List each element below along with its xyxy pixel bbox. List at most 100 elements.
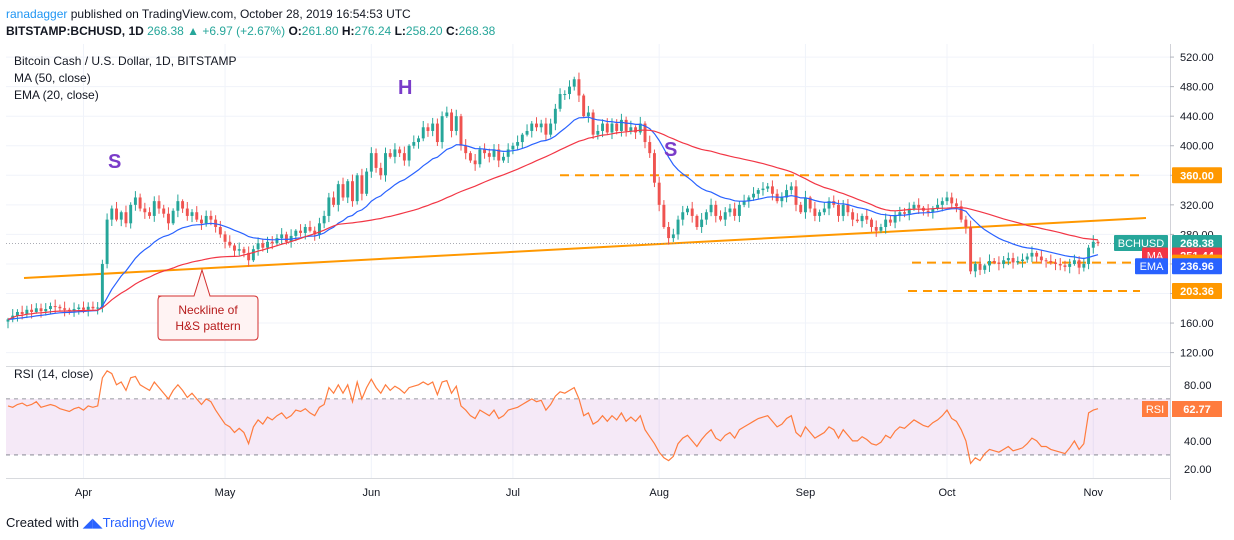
price-labels: 360.00268.38BCHUSD251.44MA241.85236.96EM… bbox=[1114, 167, 1222, 417]
candle bbox=[110, 205, 114, 227]
candle bbox=[813, 201, 817, 222]
candle bbox=[105, 213, 109, 269]
time-tick-label: Jun bbox=[362, 487, 380, 499]
candle bbox=[601, 119, 605, 138]
candle bbox=[761, 182, 765, 196]
time-axis[interactable]: Apr May Jun Jul Aug Sep Oct Nov bbox=[75, 487, 1104, 499]
callout-line-2: H&S pattern bbox=[175, 319, 240, 333]
candle bbox=[233, 243, 236, 257]
candle bbox=[435, 118, 439, 146]
candle bbox=[119, 210, 123, 227]
price-tick-label: 520.00 bbox=[1180, 52, 1214, 64]
rsi-line bbox=[7, 369, 1099, 465]
candle bbox=[209, 210, 213, 226]
candle bbox=[978, 257, 982, 276]
candle bbox=[652, 149, 656, 188]
candle bbox=[294, 229, 298, 242]
candle bbox=[72, 302, 76, 317]
candle bbox=[402, 146, 406, 166]
candle bbox=[940, 197, 944, 212]
candle bbox=[898, 206, 902, 222]
candle bbox=[733, 202, 737, 221]
candle bbox=[251, 245, 255, 263]
tradingview-brand[interactable]: TradingView bbox=[102, 515, 175, 530]
candle bbox=[619, 113, 623, 137]
candle bbox=[747, 195, 751, 208]
price-axis[interactable]: 520.00480.00440.00400.00360.00320.00280.… bbox=[1170, 52, 1214, 360]
candle bbox=[973, 261, 977, 278]
candle bbox=[421, 120, 425, 142]
candle bbox=[431, 117, 435, 137]
candle bbox=[945, 191, 949, 206]
candle bbox=[393, 143, 397, 164]
candle bbox=[44, 303, 48, 316]
footer: Created with ◢◣TradingView bbox=[6, 514, 174, 532]
candle bbox=[341, 177, 345, 201]
candle bbox=[992, 257, 996, 265]
candle bbox=[336, 180, 340, 212]
candle bbox=[374, 148, 378, 173]
price-axis-border bbox=[1170, 44, 1171, 500]
high-label: H: bbox=[341, 24, 355, 38]
svg-text:360.00: 360.00 bbox=[1180, 170, 1214, 182]
candle bbox=[648, 135, 652, 158]
candle bbox=[445, 106, 449, 118]
price-tag: 268.38 BCHUSD bbox=[1114, 234, 1222, 251]
rsi-price-tag: 62.77 RSI bbox=[1142, 400, 1222, 417]
candle bbox=[6, 317, 10, 329]
candle bbox=[492, 144, 496, 161]
candle bbox=[671, 228, 675, 242]
rsi-tick-label: 20.00 bbox=[1184, 464, 1212, 476]
candle bbox=[851, 208, 855, 227]
svg-text:EMA: EMA bbox=[1140, 261, 1165, 273]
price-change: 268.38 ▲ +6.97 (+2.67%) bbox=[147, 24, 286, 38]
candle bbox=[379, 162, 383, 180]
candle bbox=[20, 305, 24, 320]
candle bbox=[1011, 252, 1015, 269]
pane-separator[interactable] bbox=[6, 366, 1170, 367]
candle bbox=[530, 121, 534, 138]
candle bbox=[704, 209, 708, 225]
candle bbox=[1091, 235, 1095, 254]
candle bbox=[921, 205, 925, 216]
candle bbox=[355, 173, 359, 205]
low-label: L: bbox=[394, 24, 406, 38]
legend-ma: MA (50, close) bbox=[14, 71, 91, 85]
open-value: 261.80 bbox=[301, 24, 339, 38]
candle bbox=[917, 198, 921, 214]
candle bbox=[775, 189, 779, 204]
candle bbox=[497, 144, 501, 168]
time-tick-label: May bbox=[215, 487, 236, 499]
candle bbox=[544, 117, 548, 141]
candle bbox=[280, 228, 284, 245]
candle bbox=[1025, 253, 1029, 263]
candle bbox=[737, 201, 741, 223]
candle bbox=[96, 302, 100, 315]
candle bbox=[964, 215, 968, 234]
candle bbox=[124, 205, 128, 228]
author-link[interactable]: ranadagger bbox=[6, 7, 68, 21]
price-tick-label: 320.00 bbox=[1180, 200, 1214, 212]
tradingview-logo-icon[interactable]: ◢◣ bbox=[82, 515, 103, 530]
candle bbox=[350, 174, 354, 207]
candle bbox=[1077, 256, 1081, 275]
candle bbox=[218, 220, 222, 238]
candle bbox=[440, 111, 444, 149]
candle bbox=[115, 201, 118, 222]
high-value: 276.24 bbox=[354, 24, 392, 38]
svg-text:62.77: 62.77 bbox=[1183, 404, 1211, 416]
candle bbox=[638, 116, 642, 135]
candle bbox=[525, 124, 529, 137]
close-label: C: bbox=[445, 24, 459, 38]
candle bbox=[11, 309, 15, 323]
neckline-callout: Neckline of H&S pattern bbox=[157, 268, 259, 341]
price-tag: 236.96 EMA bbox=[1135, 258, 1222, 275]
candle bbox=[879, 223, 883, 234]
candle bbox=[157, 195, 161, 214]
rsi-tick-label: 80.00 bbox=[1184, 380, 1212, 392]
candle bbox=[1068, 258, 1072, 274]
candle bbox=[520, 132, 524, 149]
candle bbox=[686, 205, 689, 216]
candle bbox=[865, 209, 869, 224]
